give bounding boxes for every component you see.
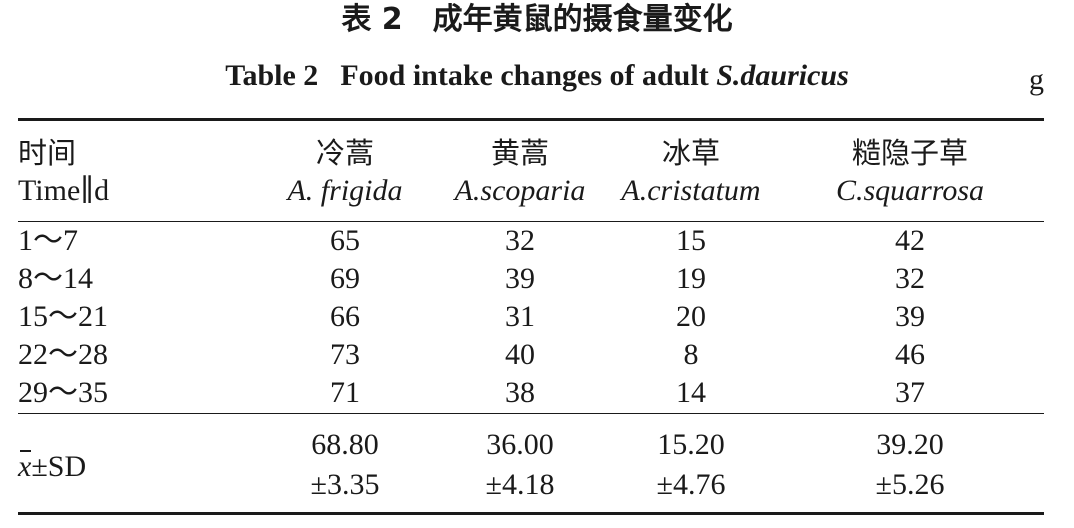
row-value: 39 [895, 300, 925, 333]
row-value: 71 [330, 376, 360, 409]
summary-sd: ±3.35 [310, 468, 380, 501]
row-value: 37 [895, 376, 925, 409]
row-value: 15 [676, 224, 706, 257]
row-value: 42 [895, 224, 925, 257]
header-col2-cn: 黄蒿 [490, 136, 549, 170]
row-value: 39 [505, 262, 535, 295]
table-top-rule [18, 118, 1044, 121]
row-value: 73 [330, 338, 360, 371]
summary-label-sd: ±SD [31, 450, 87, 483]
mean-symbol: x [18, 448, 32, 486]
row-time: 8～14 [18, 262, 93, 295]
table-title-text: Food intake changes of adult [340, 59, 709, 92]
summary-mean: 36.00 [486, 428, 554, 461]
header-col4-latin: C.squarrosa [835, 174, 985, 207]
row-value: 38 [505, 376, 535, 409]
summary-rule [18, 413, 1044, 414]
row-value: 32 [895, 262, 925, 295]
summary-sd: ±4.18 [485, 468, 555, 501]
row-value: 19 [676, 262, 706, 295]
header-time-cn: 时间 [18, 136, 77, 170]
row-time: 1～7 [18, 224, 78, 257]
header-col1-latin: A. frigida [287, 174, 403, 207]
summary-mean: 39.20 [876, 428, 944, 461]
table-bottom-rule [18, 512, 1044, 515]
row-value: 14 [676, 376, 706, 409]
row-value: 46 [895, 338, 925, 371]
species-name: S.dauricus [716, 59, 849, 92]
header-col3-latin: A.cristatum [621, 174, 761, 207]
header-col1-cn: 冷蒿 [315, 136, 374, 170]
row-value: 31 [505, 300, 535, 333]
table-title-english: Table 2 Food intake changes of adult S.da… [0, 58, 1074, 94]
header-col4-cn: 糙隐子草 [851, 136, 968, 170]
header-time-en: Time∥d [18, 174, 110, 207]
summary-sd: ±4.76 [656, 468, 726, 501]
row-value: 66 [330, 300, 360, 333]
summary-label: x±SD [18, 448, 86, 486]
row-time: 29～35 [18, 376, 108, 409]
row-time: 15～21 [18, 300, 108, 333]
row-value: 69 [330, 262, 360, 295]
table-title-chinese: 表 2 成年黄鼠的摄食量变化 [341, 2, 733, 37]
row-value: 32 [505, 224, 535, 257]
row-value: 40 [505, 338, 535, 371]
row-time: 22～28 [18, 338, 108, 371]
summary-mean: 68.80 [311, 428, 379, 461]
summary-mean: 15.20 [657, 428, 725, 461]
row-value: 20 [676, 300, 706, 333]
unit-label: g [1029, 63, 1044, 96]
header-col2-latin: A.scoparia [454, 174, 586, 207]
row-value: 8 [683, 338, 699, 371]
table-number: Table 2 [225, 59, 319, 92]
header-rule [18, 221, 1044, 222]
summary-sd: ±5.26 [875, 468, 945, 501]
header-col3-cn: 冰草 [661, 136, 720, 170]
row-value: 65 [330, 224, 360, 257]
